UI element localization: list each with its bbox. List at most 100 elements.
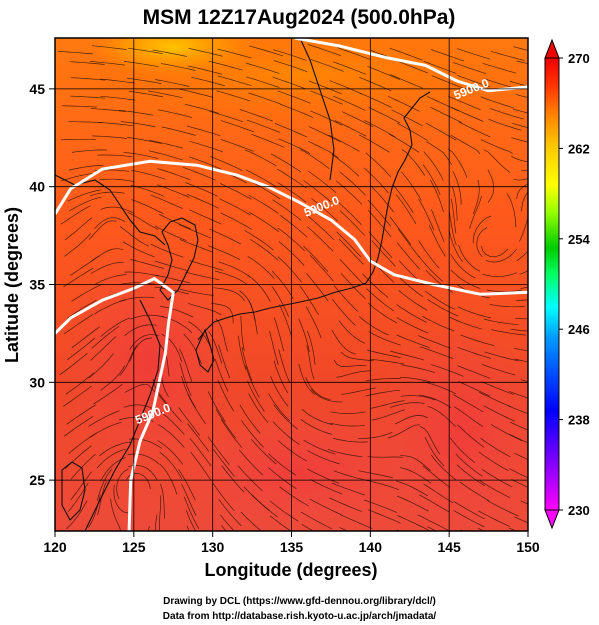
streamline-38 [217, 75, 252, 87]
streamline-290 [94, 299, 126, 315]
x-tick-label-145: 145 [437, 539, 461, 555]
streamline-359 [247, 380, 265, 412]
streamline-194 [94, 217, 126, 229]
streamline-417 [64, 416, 94, 437]
streamline-170 [335, 199, 362, 225]
streamline-493 [419, 494, 450, 513]
streamline-217 [303, 246, 329, 272]
streamline-350 [457, 365, 491, 379]
streamline-55 [248, 92, 282, 105]
streamline-28 [395, 59, 428, 74]
streamline-1 [57, 51, 93, 55]
streamline-206 [448, 229, 463, 262]
streamline-315 [368, 331, 401, 346]
colorbar-tick-label-254: 254 [568, 232, 590, 247]
streamline-219 [371, 240, 396, 267]
streamline-212 [150, 243, 184, 258]
streamline-234 [339, 259, 365, 285]
streamline-483 [116, 468, 129, 500]
streamline-191 [472, 215, 492, 244]
streamline-268 [398, 290, 428, 311]
streamline-447 [478, 451, 509, 472]
streamline-454 [221, 465, 245, 493]
streamline-433 [68, 432, 98, 454]
streamline-181 [189, 209, 222, 225]
streamline-479 [479, 480, 511, 499]
x-tick-label-120: 120 [43, 539, 67, 555]
streamline-370 [100, 365, 126, 391]
streamline-490 [329, 497, 362, 512]
colorbar-tick-label-246: 246 [568, 322, 590, 337]
streamline-464 [508, 468, 528, 479]
streamline-477 [423, 483, 454, 504]
streamline-142 [452, 170, 462, 205]
streamline-45 [431, 75, 465, 90]
streamline-116 [148, 150, 183, 161]
streamline-129 [68, 164, 104, 171]
streamline-157 [429, 179, 444, 213]
streamline-404 [157, 424, 185, 448]
streamline-173 [418, 198, 435, 231]
streamline-356 [152, 379, 172, 409]
streamline-108 [389, 133, 420, 153]
streamline-419 [129, 438, 163, 449]
streamline-30 [452, 62, 487, 75]
streamline-79 [490, 108, 524, 120]
streamline-10 [337, 47, 371, 60]
streamline-287 [489, 304, 525, 308]
streamline-501 [185, 510, 197, 531]
streamline-374 [207, 391, 226, 422]
streamline-439 [238, 449, 264, 476]
streamline-486 [218, 499, 242, 527]
streamline-316 [396, 334, 430, 348]
streamline-254 [450, 269, 481, 289]
streamline-421 [189, 438, 212, 467]
streamline-489 [309, 498, 342, 515]
streamline-470 [212, 482, 235, 512]
streamline-380 [400, 395, 436, 401]
streamline-376 [268, 393, 291, 422]
streamline-184 [279, 215, 308, 238]
coastline-sakhalin [299, 38, 335, 181]
streamline-17 [69, 61, 105, 65]
streamline-64 [515, 94, 528, 98]
streamline-284 [396, 304, 427, 323]
streamline-152 [277, 182, 307, 203]
streamline-44 [390, 74, 423, 89]
streamline-205 [428, 225, 446, 257]
streamline-62 [448, 95, 481, 111]
streamline-39 [246, 76, 280, 88]
streamline-427 [358, 431, 393, 439]
streamline-162 [90, 191, 126, 197]
streamline-36 [155, 79, 190, 87]
streamline-192 [521, 191, 528, 212]
streamline-410 [330, 422, 365, 427]
streamline-240 [516, 250, 528, 262]
streamline-213 [179, 239, 213, 253]
streamline-375 [248, 393, 269, 423]
streamline-176 [516, 183, 528, 200]
streamline-119 [244, 149, 277, 167]
streamline-358 [217, 379, 235, 412]
streamline-5 [188, 47, 223, 57]
streamline-357 [181, 375, 196, 408]
streamline-71 [239, 109, 273, 122]
streamline-165 [186, 193, 219, 209]
streamline-381 [418, 394, 452, 409]
streamline-346 [333, 359, 367, 367]
streamline-189 [431, 209, 445, 243]
streamline-169 [311, 198, 339, 222]
streamline-420 [157, 440, 183, 465]
streamline-110 [450, 134, 481, 155]
streamline-54 [216, 90, 251, 102]
streamline-218 [338, 238, 364, 265]
streamline-51 [128, 90, 164, 98]
streamline-326 [218, 344, 231, 379]
streamline-90 [334, 120, 367, 137]
streamline-300 [396, 317, 429, 334]
streamline-145 [60, 172, 96, 182]
streamline-76 [391, 109, 423, 127]
streamline-12 [389, 47, 423, 61]
streamline-367 [481, 381, 515, 395]
x-axis-label: Longitude (degrees) [204, 560, 377, 580]
